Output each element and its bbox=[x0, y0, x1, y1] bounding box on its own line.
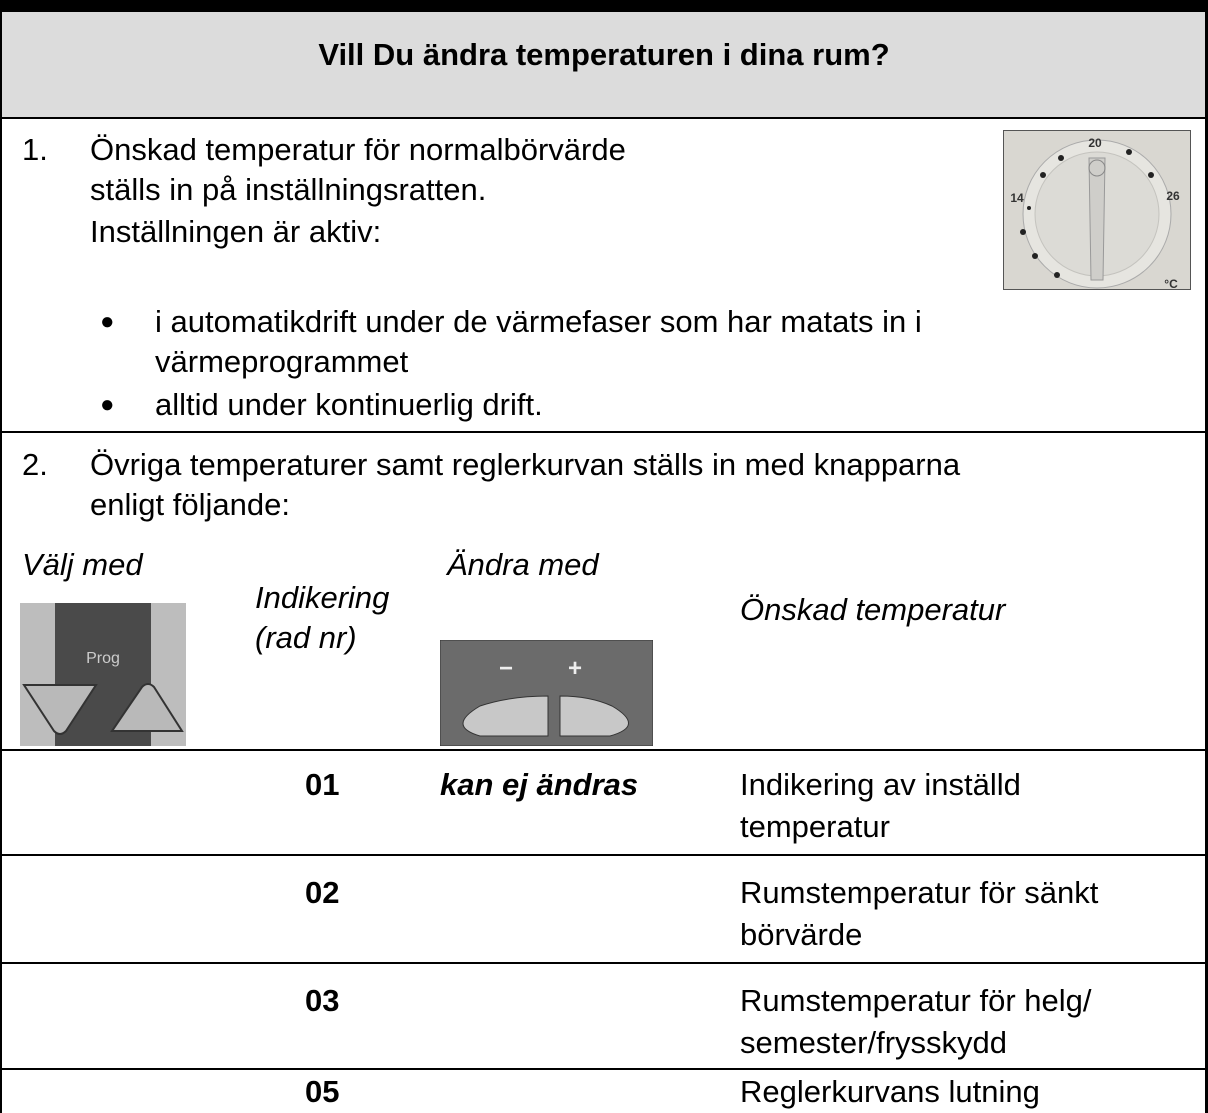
row-description: Rumstemperatur för sänkt bbox=[740, 873, 1098, 913]
column-head: Ändra med bbox=[447, 545, 599, 585]
dial-label: °C bbox=[1164, 277, 1178, 290]
prog-image: Prog bbox=[20, 603, 186, 746]
bullet: ● bbox=[100, 302, 115, 342]
dial-label: 20 bbox=[1088, 136, 1102, 150]
text-line: Önskad temperatur för normalbörvärde bbox=[90, 130, 626, 170]
text-line: ställs in på inställningsratten. bbox=[90, 170, 486, 210]
row-description: Reglerkurvans lutning bbox=[740, 1072, 1040, 1112]
text-line: Inställningen är aktiv: bbox=[90, 212, 381, 252]
button-label: + bbox=[568, 655, 582, 682]
column-head: Välj med bbox=[22, 545, 143, 585]
row-description: Rumstemperatur för helg/ bbox=[740, 981, 1091, 1021]
left-border bbox=[0, 0, 2, 1113]
row-number: 03 bbox=[305, 981, 339, 1021]
row-number: 02 bbox=[305, 873, 339, 913]
divider bbox=[0, 117, 1208, 119]
button-label: − bbox=[499, 655, 513, 682]
top-border bbox=[0, 0, 1208, 12]
row-description: börvärde bbox=[740, 915, 862, 955]
divider bbox=[0, 1068, 1208, 1070]
row-description: semester/frysskydd bbox=[740, 1023, 1007, 1063]
step-number: 2. bbox=[22, 445, 48, 485]
title: Vill Du ändra temperaturen i dina rum? bbox=[0, 35, 1208, 75]
divider bbox=[0, 962, 1208, 964]
row-change: kan ej ändras bbox=[440, 765, 638, 805]
column-head: Indikering bbox=[255, 578, 389, 618]
divider bbox=[0, 749, 1208, 751]
row-number: 05 bbox=[305, 1072, 339, 1112]
prog-label: Prog bbox=[86, 650, 120, 667]
column-head: Önskad temperatur bbox=[740, 590, 1005, 630]
page: Vill Du ändra temperaturen i dina rum? 1… bbox=[0, 0, 1208, 1113]
row-description: Indikering av inställd bbox=[740, 765, 1021, 805]
bullet: ● bbox=[100, 385, 115, 425]
step-number: 1. bbox=[22, 130, 48, 170]
bullet-text: värmeprogrammet bbox=[155, 342, 408, 382]
text-line: enligt följande: bbox=[90, 485, 290, 525]
row-description: temperatur bbox=[740, 807, 890, 847]
row-number: 01 bbox=[305, 765, 339, 805]
divider bbox=[0, 854, 1208, 856]
text-line: Övriga temperaturer samt reglerkurvan st… bbox=[90, 445, 960, 485]
dial-image: 20 14 26 °C bbox=[1003, 130, 1191, 290]
column-head: (rad nr) bbox=[255, 618, 357, 658]
dial-label: 14 bbox=[1010, 191, 1024, 205]
divider bbox=[0, 431, 1208, 433]
bullet-text: i automatikdrift under de värmefaser som… bbox=[155, 302, 922, 342]
plus-minus-image: − + bbox=[440, 640, 653, 746]
bullet-text: alltid under kontinuerlig drift. bbox=[155, 385, 543, 425]
dial-label: 26 bbox=[1166, 189, 1180, 203]
